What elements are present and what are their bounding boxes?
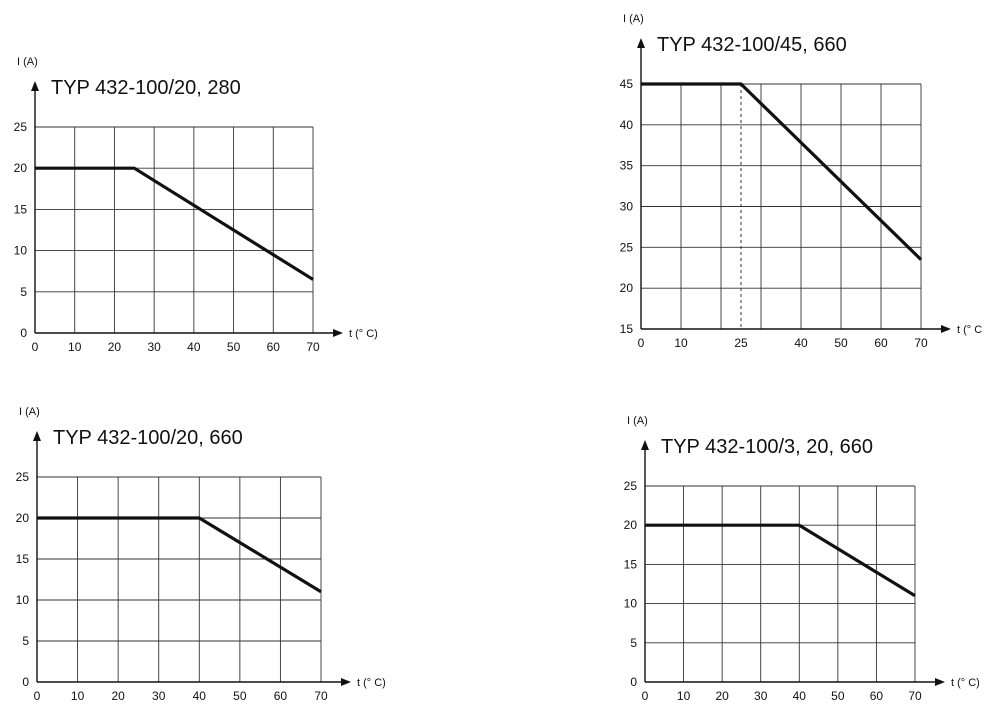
y-tick-label: 10 <box>14 244 28 258</box>
x-axis-label: t (° C) <box>349 328 378 340</box>
chart-4: 0 5 10 15 20 25 0 10 20 30 40 50 60 70 I (A) t (° C) TYP… <box>624 415 980 703</box>
y-tick-label: 15 <box>620 322 634 336</box>
x-tick-label: 40 <box>794 336 808 350</box>
x-tick-label: 50 <box>233 689 247 703</box>
y-tick-label: 25 <box>14 120 28 134</box>
y-tick-label: 5 <box>22 634 29 648</box>
x-axis-label: t (° C) <box>357 677 386 689</box>
y-tick-label: 20 <box>624 518 638 532</box>
x-tick-label: 50 <box>831 689 845 703</box>
x-axis-label: t (° C) <box>951 677 980 689</box>
y-axis-arrow-icon <box>641 440 649 450</box>
y-tick-label: 15 <box>16 552 30 566</box>
x-tick-label: 60 <box>267 340 281 354</box>
y-tick-label: 20 <box>620 281 634 295</box>
y-axis-label: I (A) <box>19 406 40 418</box>
x-tick-label: 10 <box>674 336 688 350</box>
x-axis-arrow-icon <box>341 678 351 686</box>
x-axis-label: t (° C <box>957 324 982 336</box>
x-tick-label: 0 <box>638 336 645 350</box>
x-tick-label: 50 <box>227 340 241 354</box>
x-tick-label: 70 <box>306 340 320 354</box>
x-tick-label: 20 <box>108 340 122 354</box>
y-tick-label: 40 <box>620 118 634 132</box>
y-axis-label: I (A) <box>17 56 38 68</box>
y-axis-arrow-icon <box>31 81 39 91</box>
y-tick-label: 0 <box>630 675 637 689</box>
derating-curve <box>35 166 314 281</box>
y-tick-label: 25 <box>16 470 30 484</box>
chart-title: TYP 432-100/20, 280 <box>51 77 241 99</box>
x-tick-label: 0 <box>32 340 39 354</box>
y-tick-label: 10 <box>16 593 30 607</box>
y-tick-label: 30 <box>620 200 634 214</box>
y-tick-label: 15 <box>624 557 638 571</box>
derating-curve <box>641 82 923 261</box>
y-tick-label: 20 <box>16 511 30 525</box>
x-tick-label: 30 <box>754 689 768 703</box>
x-tick-label: 20 <box>111 689 125 703</box>
x-tick-label: 0 <box>34 689 41 703</box>
chart-1: 0 5 10 15 20 25 0 10 20 30 40 50 60 70 I (A) t (° C) TYP… <box>14 56 378 354</box>
x-tick-label: 60 <box>274 689 288 703</box>
x-tick-label: 50 <box>834 336 848 350</box>
x-tick-label: 10 <box>68 340 82 354</box>
x-tick-label: 60 <box>870 689 884 703</box>
y-tick-label: 20 <box>14 161 28 175</box>
x-tick-label: 30 <box>152 689 166 703</box>
y-tick-label: 45 <box>620 77 634 91</box>
chart-2: 15 20 25 30 35 40 45 0 10 25 40 50 60 70 I (A) t (° C TY… <box>620 13 983 350</box>
y-tick-label: 0 <box>20 326 27 340</box>
y-tick-label: 5 <box>20 285 27 299</box>
y-axis-arrow-icon <box>33 431 41 441</box>
x-tick-label: 60 <box>874 336 888 350</box>
y-axis-label: I (A) <box>623 13 644 25</box>
chart-title: TYP 432-100/45, 660 <box>657 34 847 56</box>
x-tick-label: 40 <box>193 689 207 703</box>
y-axis-label: I (A) <box>627 415 648 427</box>
x-tick-label: 0 <box>642 689 649 703</box>
x-tick-label: 40 <box>793 689 807 703</box>
derating-curve <box>645 523 916 598</box>
y-tick-label: 25 <box>624 479 638 493</box>
x-axis-arrow-icon <box>333 329 343 337</box>
y-tick-label: 25 <box>620 240 634 254</box>
x-tick-label: 30 <box>147 340 161 354</box>
x-axis-arrow-icon <box>935 678 945 686</box>
derating-curve <box>37 516 322 594</box>
chart-title: TYP 432-100/3, 20, 660 <box>661 436 873 458</box>
x-tick-label: 40 <box>187 340 201 354</box>
y-tick-label: 5 <box>630 636 637 650</box>
x-tick-label: 70 <box>908 689 922 703</box>
y-tick-label: 35 <box>620 159 634 173</box>
y-tick-label: 10 <box>624 597 638 611</box>
x-axis-arrow-icon <box>941 325 951 333</box>
y-tick-label: 0 <box>22 675 29 689</box>
y-tick-label: 15 <box>14 202 28 216</box>
x-tick-label: 25 <box>734 336 748 350</box>
x-tick-label: 10 <box>677 689 691 703</box>
x-tick-label: 70 <box>314 689 328 703</box>
x-tick-label: 10 <box>71 689 85 703</box>
x-tick-label: 70 <box>914 336 928 350</box>
y-axis-arrow-icon <box>637 38 645 48</box>
x-tick-label: 20 <box>715 689 729 703</box>
chart-title: TYP 432-100/20, 660 <box>53 427 243 449</box>
chart-3: 0 5 10 15 20 25 0 10 20 30 40 50 60 70 I (A) t (° C) TYP… <box>16 406 386 703</box>
